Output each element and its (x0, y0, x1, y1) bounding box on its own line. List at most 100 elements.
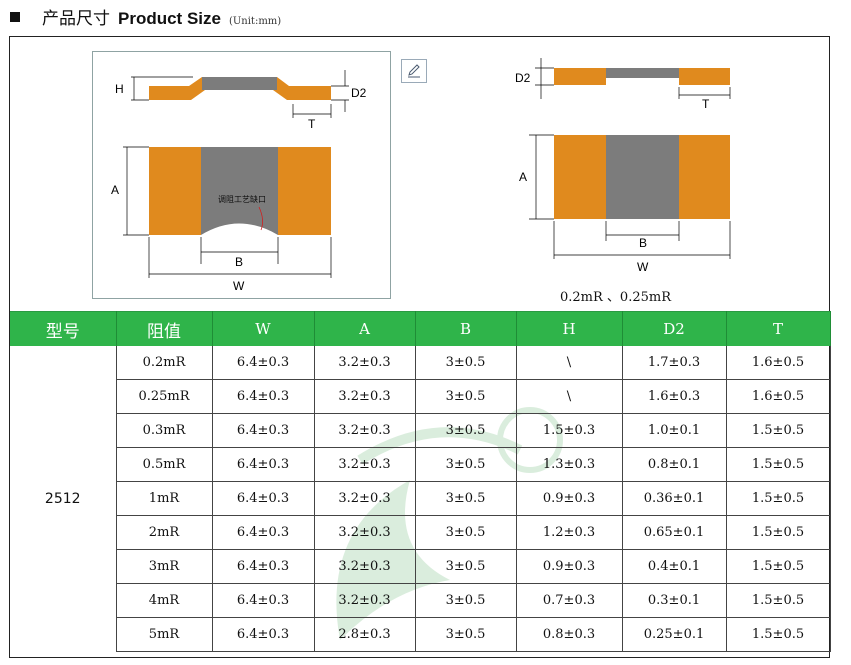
cell-a: 2.8±0.3 (314, 617, 416, 652)
bullet-square-icon (10, 12, 20, 22)
label-a-2: A (519, 170, 527, 184)
cell-d2: 0.3±0.1 (622, 583, 727, 618)
cell-t: 1.6±0.5 (726, 346, 831, 380)
side-profile-element (202, 77, 277, 90)
cell-resistance: 2mR (115, 515, 213, 550)
top-terminal-left-2 (554, 135, 606, 219)
table-row: 5mR 6.4±0.3 2.8±0.3 3±0.5 0.8±0.3 0.25±0… (10, 617, 831, 652)
cell-d2: 0.65±0.1 (622, 515, 727, 550)
cell-t: 1.6±0.5 (726, 379, 831, 414)
cell-w: 6.4±0.3 (212, 379, 315, 414)
cell-resistance: 4mR (115, 583, 213, 618)
cell-a: 3.2±0.3 (314, 583, 416, 618)
cell-w: 6.4±0.3 (212, 481, 315, 516)
header-a: A (314, 311, 416, 346)
cell-w: 6.4±0.3 (212, 617, 315, 652)
edit-icon[interactable] (401, 59, 427, 83)
title-cn: 产品尺寸 (42, 9, 110, 29)
drawing-caption: 0.2mR 、0.25mR (560, 290, 671, 305)
cell-a: 3.2±0.3 (314, 481, 416, 516)
cell-t: 1.5±0.5 (726, 447, 831, 482)
cell-b: 3±0.5 (415, 346, 517, 380)
cell-b: 3±0.5 (415, 549, 517, 584)
cell-t: 1.5±0.5 (726, 617, 831, 652)
title-en: Product Size (118, 9, 221, 28)
cell-a: 3.2±0.3 (314, 549, 416, 584)
cell-h: 0.9±0.3 (516, 549, 623, 584)
table-row: 3mR 6.4±0.3 3.2±0.3 3±0.5 0.9±0.3 0.4±0.… (10, 549, 831, 584)
model-cell: 2512 (10, 346, 117, 652)
cell-w: 6.4±0.3 (212, 549, 315, 584)
side-terminal-right (679, 68, 730, 85)
dimension-drawing-standard: H D2 T 调阻工艺缺口 A B W (92, 51, 391, 299)
cell-h: \ (516, 346, 623, 380)
cell-b: 3±0.5 (415, 515, 517, 550)
section-header: 产品尺寸 Product Size (Unit:mm) (10, 4, 282, 29)
product-size-table: 型号 阻值 W A B H D2 T 2512 0.2mR 6.4±0.3 3.… (10, 311, 831, 652)
header-b: B (415, 311, 517, 346)
side-terminal-left (554, 68, 606, 85)
label-b-2: B (639, 236, 647, 250)
cell-d2: 1.6±0.3 (622, 379, 727, 414)
header-model: 型号 (10, 311, 117, 346)
table-row: 2512 0.2mR 6.4±0.3 3.2±0.3 3±0.5 \ 1.7±0… (10, 346, 831, 652)
cell-resistance: 0.2mR (115, 346, 213, 380)
cell-d2: 0.8±0.1 (622, 447, 727, 482)
header-h: H (516, 311, 623, 346)
trim-notch-note: 调阻工艺缺口 (218, 194, 266, 204)
cell-h: 0.9±0.3 (516, 481, 623, 516)
cell-d2: 1.0±0.1 (622, 413, 727, 448)
cell-a: 3.2±0.3 (314, 413, 416, 448)
cell-h: 1.2±0.3 (516, 515, 623, 550)
cell-t: 1.5±0.5 (726, 515, 831, 550)
cell-d2: 0.36±0.1 (622, 481, 727, 516)
cell-b: 3±0.5 (415, 617, 517, 652)
header-w: W (212, 311, 315, 346)
cell-h: 1.5±0.3 (516, 413, 623, 448)
unit-label: (Unit:mm) (228, 16, 282, 27)
top-terminal-left (149, 147, 201, 235)
cell-b: 3±0.5 (415, 379, 517, 414)
cell-w: 6.4±0.3 (212, 346, 315, 380)
cell-resistance: 0.5mR (115, 447, 213, 482)
cell-b: 3±0.5 (415, 481, 517, 516)
cell-a: 3.2±0.3 (314, 379, 416, 414)
cell-b: 3±0.5 (415, 413, 517, 448)
table-row: 0.25mR 6.4±0.3 3.2±0.3 3±0.5 \ 1.6±0.3 1… (10, 379, 831, 414)
header-resistance: 阻值 (116, 311, 213, 346)
top-terminal-right-2 (679, 135, 730, 219)
cell-h: \ (516, 379, 623, 414)
cell-resistance: 0.3mR (115, 413, 213, 448)
cell-t: 1.5±0.5 (726, 481, 831, 516)
label-d2-2: D2 (515, 71, 531, 85)
cell-d2: 0.4±0.1 (622, 549, 727, 584)
label-d2: D2 (351, 86, 367, 100)
table-row: 0.3mR 6.4±0.3 3.2±0.3 3±0.5 1.5±0.3 1.0±… (10, 413, 831, 448)
cell-b: 3±0.5 (415, 583, 517, 618)
header-d2: D2 (622, 311, 727, 346)
table-row: 1mR 6.4±0.3 3.2±0.3 3±0.5 0.9±0.3 0.36±0… (10, 481, 831, 516)
cell-resistance: 3mR (115, 549, 213, 584)
cell-w: 6.4±0.3 (212, 515, 315, 550)
cell-w: 6.4±0.3 (212, 447, 315, 482)
cell-w: 6.4±0.3 (212, 583, 315, 618)
cell-h: 0.7±0.3 (516, 583, 623, 618)
table-header-row: 型号 阻值 W A B H D2 T (10, 311, 831, 346)
cell-resistance: 5mR (115, 617, 213, 652)
cell-a: 3.2±0.3 (314, 447, 416, 482)
cell-d2: 0.25±0.1 (622, 617, 727, 652)
top-element-with-notch (201, 147, 278, 235)
table-row: 4mR 6.4±0.3 3.2±0.3 3±0.5 0.7±0.3 0.3±0.… (10, 583, 831, 618)
side-element (606, 68, 679, 78)
label-a: A (111, 183, 119, 197)
cell-b: 3±0.5 (415, 447, 517, 482)
cell-h: 1.3±0.3 (516, 447, 623, 482)
label-w-2: W (637, 260, 649, 274)
cell-a: 3.2±0.3 (314, 515, 416, 550)
label-h: H (115, 82, 124, 96)
cell-t: 1.5±0.5 (726, 549, 831, 584)
cell-t: 1.5±0.5 (726, 583, 831, 618)
table-row: 0.5mR 6.4±0.3 3.2±0.3 3±0.5 1.3±0.3 0.8±… (10, 447, 831, 482)
cell-a: 3.2±0.3 (314, 346, 416, 380)
cell-t: 1.5±0.5 (726, 413, 831, 448)
